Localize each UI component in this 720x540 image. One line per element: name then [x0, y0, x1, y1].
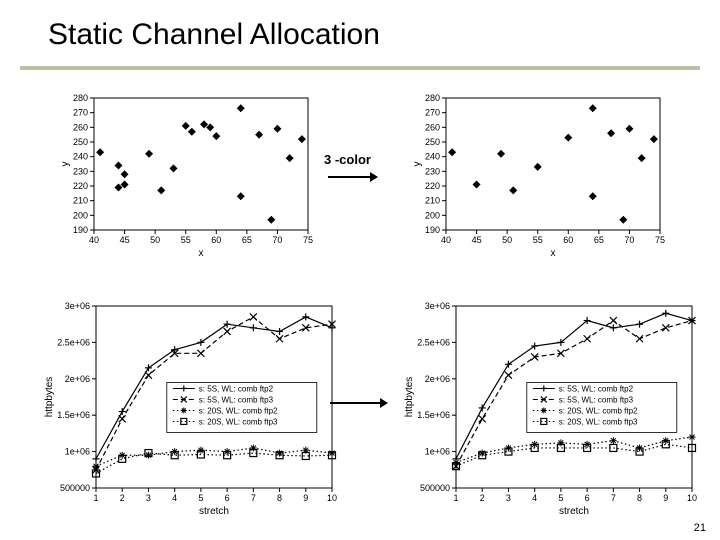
- svg-text:270: 270: [425, 108, 440, 118]
- svg-text:y: y: [60, 162, 71, 167]
- svg-text:s: 20S, WL: comb ftp3: s: 20S, WL: comb ftp3: [559, 417, 638, 426]
- svg-text:4: 4: [532, 493, 537, 503]
- svg-text:httpbytes: httpbytes: [44, 377, 55, 418]
- svg-text:8: 8: [277, 493, 282, 503]
- title-underline: [20, 66, 700, 70]
- svg-text:8: 8: [637, 493, 642, 503]
- svg-text:75: 75: [655, 235, 665, 245]
- page-title: Static Channel Allocation: [48, 18, 720, 52]
- svg-text:70: 70: [624, 235, 634, 245]
- svg-text:230: 230: [73, 166, 88, 176]
- svg-text:55: 55: [181, 235, 191, 245]
- scatter-top-right: 40 45 50 55 60 65 70 75 190 200 210 220 230 240 250 260…: [410, 90, 670, 260]
- svg-text:9: 9: [303, 493, 308, 503]
- svg-text:x: x: [551, 248, 556, 259]
- svg-text:240: 240: [73, 152, 88, 162]
- line-bottom-right: 1 2 3 4 5 6 7 8 9 10 500000 1e+06 1.5e+06 2e+06 2.5e+0…: [400, 298, 700, 518]
- svg-text:2.5e+06: 2.5e+06: [417, 337, 450, 347]
- scatter-top-left: 40 45 50 55 60 65 70 75 190 200 210 220 230 240 250 260…: [58, 90, 318, 260]
- svg-text:65: 65: [242, 235, 252, 245]
- svg-text:1.5e+06: 1.5e+06: [57, 410, 90, 420]
- svg-text:1e+06: 1e+06: [425, 447, 450, 457]
- svg-text:55: 55: [533, 235, 543, 245]
- title-bar: Static Channel Allocation: [0, 0, 720, 60]
- chart-area: 4045505560657075190200210220230240250260…: [0, 78, 720, 540]
- svg-text:9: 9: [663, 493, 668, 503]
- svg-text:s: 5S, WL: comb ftp3: s: 5S, WL: comb ftp3: [199, 395, 274, 404]
- svg-text:65: 65: [594, 235, 604, 245]
- svg-text:10: 10: [327, 493, 337, 503]
- svg-text:x: x: [199, 248, 204, 259]
- svg-text:210: 210: [73, 196, 88, 206]
- svg-text:70: 70: [272, 235, 282, 245]
- svg-text:280: 280: [425, 93, 440, 103]
- svg-text:200: 200: [73, 210, 88, 220]
- svg-text:240: 240: [425, 152, 440, 162]
- svg-text:1: 1: [453, 493, 458, 503]
- svg-text:4: 4: [172, 493, 177, 503]
- svg-text:3e+06: 3e+06: [425, 301, 450, 311]
- svg-text:50: 50: [502, 235, 512, 245]
- svg-text:40: 40: [441, 235, 451, 245]
- svg-text:1.5e+06: 1.5e+06: [417, 410, 450, 420]
- svg-text:2.5e+06: 2.5e+06: [57, 337, 90, 347]
- svg-text:220: 220: [425, 181, 440, 191]
- svg-text:50: 50: [150, 235, 160, 245]
- svg-text:y: y: [412, 162, 423, 167]
- svg-text:3: 3: [506, 493, 511, 503]
- svg-text:190: 190: [425, 225, 440, 235]
- svg-text:stretch: stretch: [559, 506, 589, 517]
- svg-text:s: 20S, WL: comb ftp2: s: 20S, WL: comb ftp2: [559, 406, 638, 415]
- svg-text:s: 5S, WL: comb ftp3: s: 5S, WL: comb ftp3: [559, 395, 634, 404]
- svg-text:s: 20S, WL: comb ftp2: s: 20S, WL: comb ftp2: [199, 406, 278, 415]
- svg-text:stretch: stretch: [199, 506, 229, 517]
- svg-text:6: 6: [225, 493, 230, 503]
- arrow-icon: [328, 170, 378, 184]
- svg-text:1e+06: 1e+06: [65, 447, 90, 457]
- svg-text:5: 5: [198, 493, 203, 503]
- svg-text:260: 260: [425, 122, 440, 132]
- svg-text:3e+06: 3e+06: [65, 301, 90, 311]
- svg-text:1: 1: [93, 493, 98, 503]
- svg-text:2: 2: [480, 493, 485, 503]
- svg-text:s: 20S, WL: comb ftp3: s: 20S, WL: comb ftp3: [199, 417, 278, 426]
- svg-text:40: 40: [89, 235, 99, 245]
- svg-text:10: 10: [687, 493, 697, 503]
- svg-text:500000: 500000: [420, 483, 450, 493]
- svg-text:190: 190: [73, 225, 88, 235]
- svg-text:260: 260: [73, 122, 88, 132]
- svg-text:3: 3: [146, 493, 151, 503]
- svg-text:7: 7: [611, 493, 616, 503]
- svg-text:270: 270: [73, 108, 88, 118]
- svg-text:250: 250: [425, 137, 440, 147]
- svg-text:210: 210: [425, 196, 440, 206]
- svg-text:60: 60: [563, 235, 573, 245]
- svg-text:5: 5: [558, 493, 563, 503]
- svg-text:2e+06: 2e+06: [425, 374, 450, 384]
- page-number: 21: [694, 522, 706, 534]
- svg-text:httpbytes: httpbytes: [404, 377, 415, 418]
- svg-text:200: 200: [425, 210, 440, 220]
- svg-text:60: 60: [211, 235, 221, 245]
- svg-text:250: 250: [73, 137, 88, 147]
- svg-text:75: 75: [303, 235, 313, 245]
- svg-text:s: 5S, WL: comb ftp2: s: 5S, WL: comb ftp2: [559, 384, 634, 393]
- svg-text:6: 6: [585, 493, 590, 503]
- svg-text:280: 280: [73, 93, 88, 103]
- svg-text:2e+06: 2e+06: [65, 374, 90, 384]
- svg-text:s: 5S, WL: comb ftp2: s: 5S, WL: comb ftp2: [199, 384, 274, 393]
- svg-text:2: 2: [120, 493, 125, 503]
- annotation-3color: 3 -color: [324, 152, 371, 167]
- svg-text:45: 45: [120, 235, 130, 245]
- svg-text:500000: 500000: [60, 483, 90, 493]
- line-bottom-left: 1 2 3 4 5 6 7 8 9 10 500000 1e+06 1.5e+06 2e+06 2.5e+0…: [40, 298, 340, 518]
- svg-text:45: 45: [472, 235, 482, 245]
- svg-text:220: 220: [73, 181, 88, 191]
- svg-text:7: 7: [251, 493, 256, 503]
- svg-text:230: 230: [425, 166, 440, 176]
